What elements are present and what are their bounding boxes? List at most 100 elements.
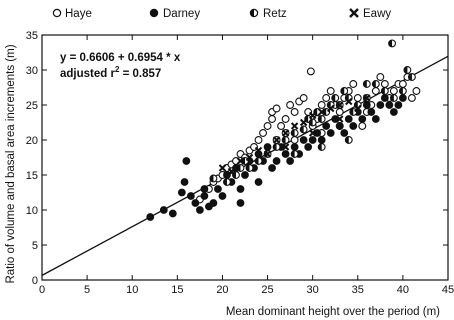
point-darney — [371, 115, 380, 123]
point-retz-fill — [300, 126, 304, 133]
point-retz-fill — [318, 115, 322, 123]
point-darney — [362, 101, 371, 109]
point-darney — [168, 209, 177, 218]
point-darney — [349, 122, 358, 130]
regression-equation: y = 0.6606 + 0.6954 * x — [60, 52, 181, 64]
adjusted-r2-prefix: adjusted r — [60, 68, 115, 80]
point-eawy — [327, 104, 335, 113]
adjusted-r2-value: = 0.857 — [119, 68, 161, 80]
point-eawy — [363, 94, 371, 102]
point-darney — [344, 115, 353, 123]
point-retz-fill — [390, 94, 394, 102]
point-darney — [209, 199, 218, 207]
point-haye — [277, 122, 286, 130]
point-darney — [180, 178, 189, 186]
point-retz-fill — [381, 87, 385, 95]
legend-marker-darney — [149, 8, 159, 18]
point-eawy — [308, 111, 317, 120]
point-darney — [281, 150, 290, 158]
point-haye — [335, 108, 344, 116]
x-tick-label: 20 — [216, 284, 228, 296]
point-darney — [236, 185, 245, 193]
point-darney — [263, 143, 272, 151]
y-tick-label: 10 — [26, 205, 38, 217]
legend-item-eawy: Eawy — [349, 8, 391, 20]
x-tick-label: 10 — [126, 284, 138, 296]
point-darney — [241, 171, 249, 179]
legend-marker-haye — [52, 8, 62, 18]
point-eawy — [227, 167, 236, 176]
point-haye — [306, 67, 315, 76]
point-darney — [146, 213, 155, 221]
point-haye — [353, 94, 362, 102]
point-darney — [322, 122, 331, 130]
point-haye — [299, 94, 308, 102]
point-retz-fill — [246, 164, 250, 172]
point-eawy — [281, 129, 290, 137]
point-retz — [245, 164, 254, 172]
point-retz — [290, 150, 299, 158]
point-retz — [317, 143, 326, 151]
point-darney — [398, 94, 407, 102]
y-tick-label: 0 — [32, 275, 38, 287]
point-retz — [362, 80, 371, 88]
point-darney — [268, 164, 276, 172]
point-eawy — [245, 153, 254, 162]
point-retz-fill — [404, 66, 408, 74]
point-retz-fill — [273, 143, 277, 151]
point-eawy — [317, 108, 326, 116]
legend-label-haye: Haye — [65, 8, 92, 20]
legend-marker-eawy — [349, 8, 359, 18]
point-haye — [290, 108, 299, 116]
x-tick-label: 5 — [84, 284, 90, 296]
point-haye — [286, 101, 295, 109]
point-eawy — [290, 122, 299, 130]
point-retz-fill — [388, 40, 393, 47]
point-retz — [299, 125, 308, 134]
point-retz — [254, 157, 263, 165]
point-retz-fill — [372, 80, 376, 88]
point-haye — [398, 80, 407, 88]
point-darney — [236, 199, 245, 207]
point-retz-fill — [349, 108, 354, 116]
point-darney — [286, 157, 295, 165]
point-eawy — [299, 118, 308, 127]
point-retz — [403, 66, 412, 74]
point-haye — [389, 87, 398, 95]
point-retz — [407, 73, 416, 81]
point-darney — [159, 206, 168, 214]
point-retz — [388, 39, 397, 48]
point-retz-fill — [340, 87, 345, 95]
point-retz-fill — [309, 119, 313, 126]
point-retz — [209, 174, 218, 183]
point-darney — [254, 178, 263, 186]
plot-frame — [41, 34, 449, 281]
point-retz-fill — [399, 87, 403, 95]
point-darney — [186, 192, 195, 200]
point-eawy — [345, 97, 353, 106]
point-darney — [326, 129, 335, 137]
y-tick-label: 35 — [26, 30, 38, 42]
point-eawy — [254, 146, 263, 155]
point-retz-fill — [345, 136, 349, 144]
point-haye — [412, 87, 421, 95]
x-tick-label: 40 — [397, 284, 409, 296]
point-retz-fill — [408, 73, 412, 81]
point-eawy — [281, 143, 290, 151]
point-retz — [223, 178, 231, 186]
x-axis-title: Mean dominant height over the period (m) — [226, 306, 440, 318]
point-eawy — [354, 104, 362, 113]
adjusted-r2-superscript: 2 — [115, 65, 120, 74]
point-haye — [317, 101, 326, 109]
legend-label-darney: Darney — [163, 8, 200, 20]
point-darney — [272, 157, 281, 165]
point-darney — [214, 185, 222, 193]
point-haye — [376, 73, 385, 81]
point-retz — [389, 94, 398, 102]
point-haye — [254, 136, 263, 144]
point-eawy — [308, 129, 317, 137]
point-haye — [290, 136, 299, 144]
point-haye — [380, 80, 389, 88]
point-haye — [259, 129, 267, 137]
